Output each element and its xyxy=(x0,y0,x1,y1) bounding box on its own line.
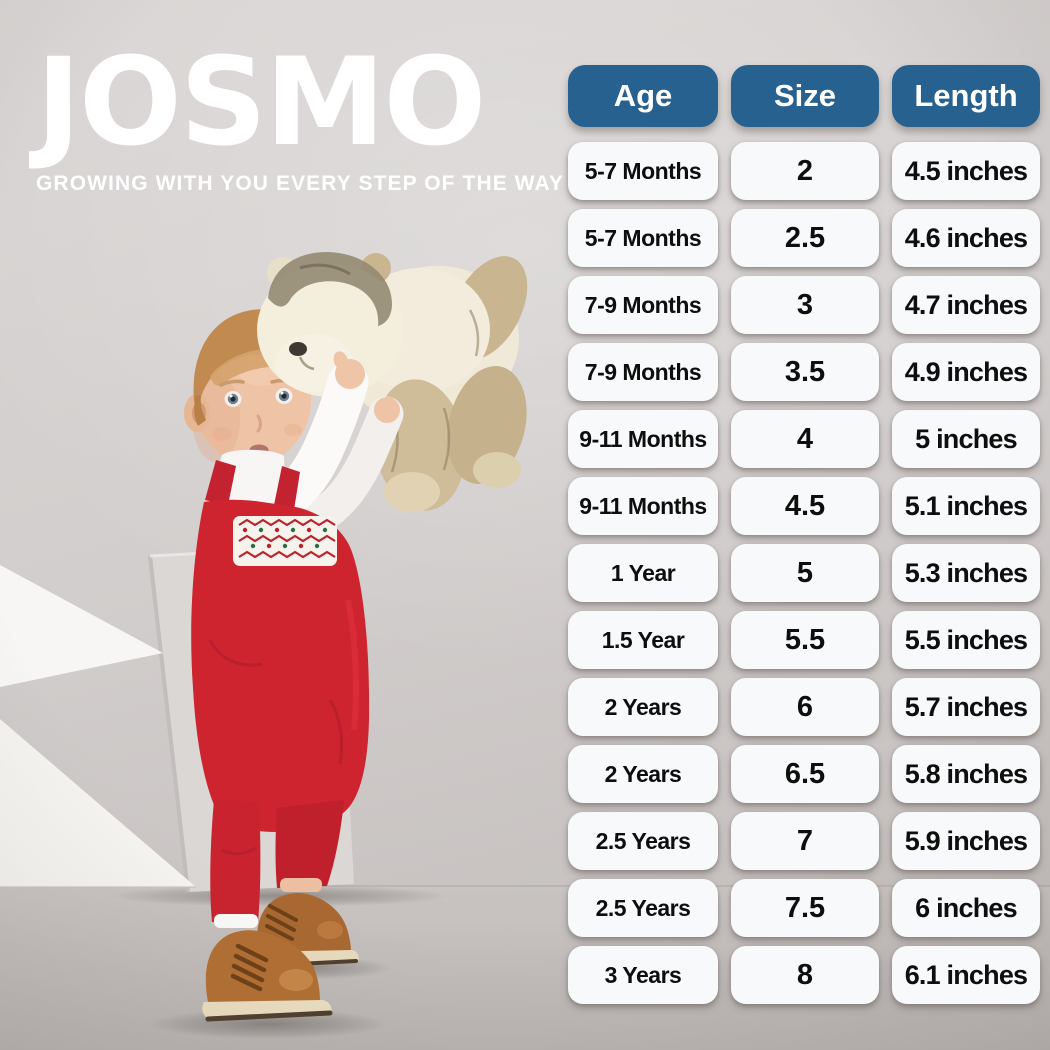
table-cell-age: 2.5 Years xyxy=(568,879,718,937)
table-cell-age: 1.5 Year xyxy=(568,611,718,669)
table-cell-age: 5-7 Months xyxy=(568,142,718,200)
table-cell-age: 2.5 Years xyxy=(568,812,718,870)
table-body: 5-7 Months 2 4.5 inches 5-7 Months 2.5 4.6 in… xyxy=(568,142,1040,1004)
table-header-row: Age Size Length xyxy=(568,65,1040,127)
brand-tagline: GROWING WITH YOU EVERY STEP OF THE WAY xyxy=(36,171,564,195)
table-cell-size: 2 xyxy=(731,142,879,200)
table-cell-size: 2.5 xyxy=(731,209,879,267)
column-header-size: Size xyxy=(731,65,879,127)
table-cell-age: 9-11 Months xyxy=(568,410,718,468)
table-cell-length: 4.7 inches xyxy=(892,276,1040,334)
size-chart-table: Age Size Length 5-7 Months 2 4.5 inches 5-7… xyxy=(568,65,1040,1004)
table-cell-length: 6 inches xyxy=(892,879,1040,937)
table-cell-length: 5.1 inches xyxy=(892,477,1040,535)
table-cell-age: 9-11 Months xyxy=(568,477,718,535)
table-cell-length: 5.5 inches xyxy=(892,611,1040,669)
table-cell-length: 4.6 inches xyxy=(892,209,1040,267)
table-cell-size: 6 xyxy=(731,678,879,736)
table-cell-size: 7 xyxy=(731,812,879,870)
table-cell-length: 4.9 inches xyxy=(892,343,1040,401)
column-header-length: Length xyxy=(892,65,1040,127)
table-cell-length: 5.9 inches xyxy=(892,812,1040,870)
table-cell-age: 7-9 Months xyxy=(568,343,718,401)
table-cell-age: 3 Years xyxy=(568,946,718,1004)
table-cell-size: 4.5 xyxy=(731,477,879,535)
table-cell-length: 5.7 inches xyxy=(892,678,1040,736)
table-cell-length: 5.8 inches xyxy=(892,745,1040,803)
table-cell-size: 8 xyxy=(731,946,879,1004)
table-cell-size: 7.5 xyxy=(731,879,879,937)
column-header-age: Age xyxy=(568,65,718,127)
table-cell-age: 5-7 Months xyxy=(568,209,718,267)
table-cell-age: 2 Years xyxy=(568,678,718,736)
table-cell-age: 2 Years xyxy=(568,745,718,803)
table-cell-size: 5 xyxy=(731,544,879,602)
table-cell-size: 4 xyxy=(731,410,879,468)
table-cell-length: 4.5 inches xyxy=(892,142,1040,200)
table-cell-age: 7-9 Months xyxy=(568,276,718,334)
table-cell-size: 3 xyxy=(731,276,879,334)
brand-logo-block: JOSMO GROWING WITH YOU EVERY STEP OF THE… xyxy=(36,32,564,196)
table-cell-size: 5.5 xyxy=(731,611,879,669)
table-cell-size: 6.5 xyxy=(731,745,879,803)
table-cell-length: 5.3 inches xyxy=(892,544,1040,602)
table-cell-length: 6.1 inches xyxy=(892,946,1040,1004)
brand-logo: JOSMO xyxy=(36,32,486,173)
table-cell-age: 1 Year xyxy=(568,544,718,602)
table-cell-size: 3.5 xyxy=(731,343,879,401)
table-cell-length: 5 inches xyxy=(892,410,1040,468)
